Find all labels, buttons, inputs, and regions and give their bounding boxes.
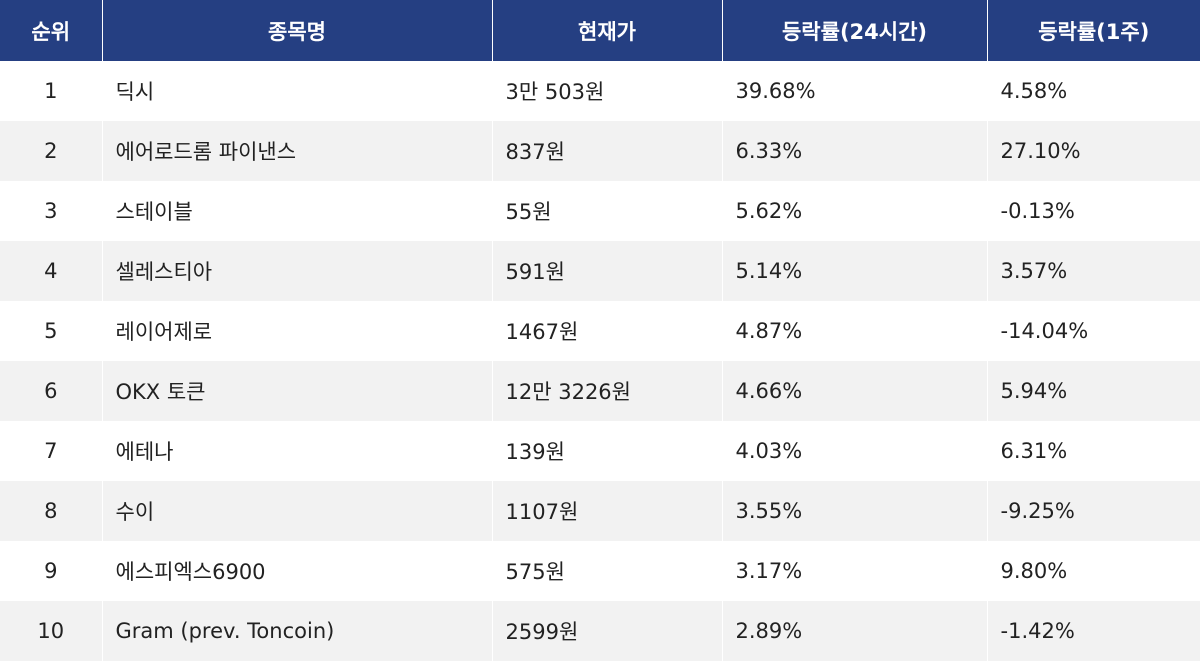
table-row: 4 셀레스티아 591원 5.14% 3.57% xyxy=(0,241,1200,301)
rank-cell: 9 xyxy=(0,541,103,601)
table-body: 1 딕시 3만 503원 39.68% 4.58% 2 에어로드롬 파이낸스 8… xyxy=(0,61,1200,661)
table-row: 7 에테나 139원 4.03% 6.31% xyxy=(0,421,1200,481)
price-cell: 139원 xyxy=(492,421,723,481)
change-24h-cell: 4.03% xyxy=(722,421,988,481)
name-cell: 스테이블 xyxy=(102,181,493,241)
change-1w-cell: -9.25% xyxy=(987,481,1200,541)
table-row: 8 수이 1107원 3.55% -9.25% xyxy=(0,481,1200,541)
table-row: 2 에어로드롬 파이낸스 837원 6.33% 27.10% xyxy=(0,121,1200,181)
header-price: 현재가 xyxy=(492,0,723,61)
price-cell: 55원 xyxy=(492,181,723,241)
change-24h-cell: 5.62% xyxy=(722,181,988,241)
change-1w-cell: 4.58% xyxy=(987,61,1200,121)
table-row: 1 딕시 3만 503원 39.68% 4.58% xyxy=(0,61,1200,121)
header-change-1w: 등락률(1주) xyxy=(987,0,1200,61)
price-cell: 575원 xyxy=(492,541,723,601)
rank-cell: 5 xyxy=(0,301,103,361)
change-24h-cell: 5.14% xyxy=(722,241,988,301)
header-row: 순위 종목명 현재가 등락률(24시간) 등락률(1주) xyxy=(0,0,1200,61)
change-1w-cell: 3.57% xyxy=(987,241,1200,301)
name-cell: 수이 xyxy=(102,481,493,541)
table-row: 5 레이어제로 1467원 4.87% -14.04% xyxy=(0,301,1200,361)
change-1w-cell: 9.80% xyxy=(987,541,1200,601)
name-cell: 에어로드롬 파이낸스 xyxy=(102,121,493,181)
rank-cell: 4 xyxy=(0,241,103,301)
table-row: 9 에스피엑스6900 575원 3.17% 9.80% xyxy=(0,541,1200,601)
change-24h-cell: 4.87% xyxy=(722,301,988,361)
name-cell: 셀레스티아 xyxy=(102,241,493,301)
change-1w-cell: 27.10% xyxy=(987,121,1200,181)
change-24h-cell: 39.68% xyxy=(722,61,988,121)
name-cell: 에스피엑스6900 xyxy=(102,541,493,601)
name-cell: OKX 토큰 xyxy=(102,361,493,421)
change-1w-cell: -0.13% xyxy=(987,181,1200,241)
header-rank: 순위 xyxy=(0,0,103,61)
name-cell: 딕시 xyxy=(102,61,493,121)
change-1w-cell: -1.42% xyxy=(987,601,1200,661)
price-cell: 3만 503원 xyxy=(492,61,723,121)
rank-cell: 1 xyxy=(0,61,103,121)
header-name: 종목명 xyxy=(102,0,493,61)
price-cell: 2599원 xyxy=(492,601,723,661)
table-row: 6 OKX 토큰 12만 3226원 4.66% 5.94% xyxy=(0,361,1200,421)
change-24h-cell: 3.55% xyxy=(722,481,988,541)
change-24h-cell: 6.33% xyxy=(722,121,988,181)
change-24h-cell: 3.17% xyxy=(722,541,988,601)
rank-cell: 6 xyxy=(0,361,103,421)
price-cell: 12만 3226원 xyxy=(492,361,723,421)
rank-cell: 7 xyxy=(0,421,103,481)
table-header: 순위 종목명 현재가 등락률(24시간) 등락률(1주) xyxy=(0,0,1200,61)
name-cell: 레이어제로 xyxy=(102,301,493,361)
price-cell: 1467원 xyxy=(492,301,723,361)
price-cell: 837원 xyxy=(492,121,723,181)
table-row: 3 스테이블 55원 5.62% -0.13% xyxy=(0,181,1200,241)
table-row: 10 Gram (prev. Toncoin) 2599원 2.89% -1.4… xyxy=(0,601,1200,661)
price-cell: 1107원 xyxy=(492,481,723,541)
header-change-24h: 등락률(24시간) xyxy=(722,0,988,61)
change-24h-cell: 2.89% xyxy=(722,601,988,661)
change-1w-cell: 5.94% xyxy=(987,361,1200,421)
rank-cell: 2 xyxy=(0,121,103,181)
rank-cell: 3 xyxy=(0,181,103,241)
name-cell: Gram (prev. Toncoin) xyxy=(102,601,493,661)
name-cell: 에테나 xyxy=(102,421,493,481)
change-1w-cell: 6.31% xyxy=(987,421,1200,481)
price-cell: 591원 xyxy=(492,241,723,301)
change-1w-cell: -14.04% xyxy=(987,301,1200,361)
change-24h-cell: 4.66% xyxy=(722,361,988,421)
rank-cell: 10 xyxy=(0,601,103,661)
rank-cell: 8 xyxy=(0,481,103,541)
